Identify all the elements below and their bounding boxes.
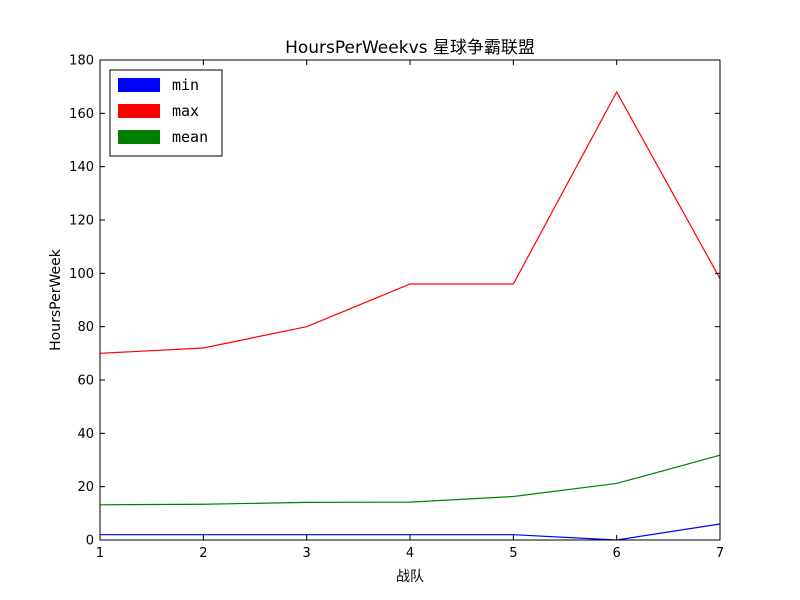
- y-axis-label: HoursPerWeek: [48, 248, 64, 351]
- x-axis: 1 2 3 4 5 6 7: [96, 60, 724, 561]
- x-tick-label: 5: [509, 546, 517, 561]
- x-tick-label: 1: [96, 546, 104, 561]
- y-tick-label: 120: [69, 214, 94, 229]
- chart-title: HoursPerWeekvs 星球争霸联盟: [285, 38, 535, 58]
- legend: min max mean: [109, 69, 223, 157]
- y-tick-label: 160: [69, 107, 94, 122]
- legend-swatch-max: [118, 104, 160, 118]
- x-tick-label: 4: [406, 546, 414, 561]
- x-tick-label: 3: [303, 546, 311, 561]
- y-axis: 0 20 40 60 80 100 120 140 160 180: [69, 54, 720, 549]
- y-tick-label: 20: [77, 480, 94, 495]
- y-tick-label: 180: [69, 54, 94, 69]
- y-tick-label: 140: [69, 160, 94, 175]
- legend-label-max: max: [172, 102, 199, 120]
- series-line-mean: [99, 454, 721, 506]
- y-tick-label: 100: [69, 267, 94, 282]
- y-tick-label: 0: [86, 534, 94, 549]
- x-axis-label: 战队: [396, 569, 424, 585]
- x-tick-label: 2: [199, 546, 207, 561]
- y-tick-label: 80: [77, 320, 94, 335]
- y-tick-label: 60: [77, 374, 94, 389]
- y-tick-label: 40: [77, 427, 94, 442]
- legend-swatch-min: [118, 78, 160, 92]
- legend-swatch-mean: [118, 130, 160, 144]
- x-tick-label: 7: [716, 546, 724, 561]
- series-line-max: [99, 90, 721, 354]
- x-tick-label: 6: [613, 546, 621, 561]
- legend-label-min: min: [172, 76, 199, 94]
- legend-label-mean: mean: [172, 128, 208, 146]
